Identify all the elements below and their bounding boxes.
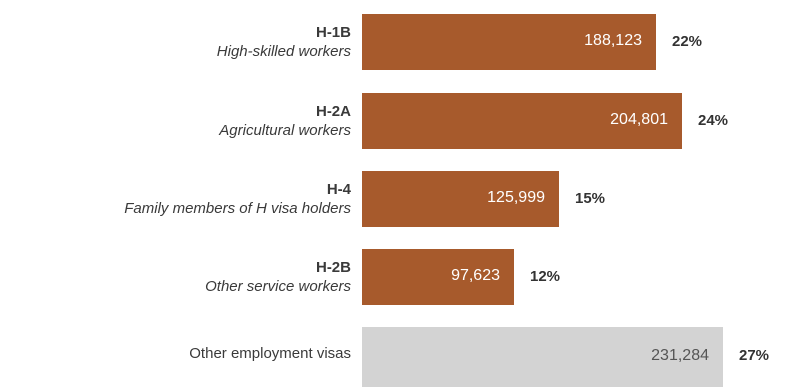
bar-row: H-2B Other service workers 97,623 12%	[0, 249, 787, 305]
bar: 125,999	[362, 171, 559, 227]
percent-label: 12%	[530, 268, 561, 285]
bar-value-label: 125,999	[487, 189, 545, 206]
category-label: Other employment visas	[0, 344, 351, 363]
category-code: H-2B	[315, 259, 351, 276]
bar-row: H-4 Family members of H visa holders 125,9…	[0, 171, 787, 227]
category-description: Family members of H visa holders	[124, 200, 351, 217]
percent-label: 15%	[575, 190, 606, 207]
bar-row: Other employment visas 231,284 27%	[0, 327, 787, 387]
bar-value-label: 204,801	[610, 111, 668, 128]
category-code: H-2A	[315, 103, 351, 120]
percent-label: 22%	[672, 33, 703, 50]
category-description: Other service workers	[205, 278, 351, 295]
bar: 204,801	[362, 93, 682, 149]
percent-label: 27%	[739, 347, 770, 364]
category-description: Other employment visas	[189, 345, 351, 362]
bar-value-label: 231,284	[651, 347, 709, 364]
category-label: H-2A Agricultural workers	[0, 103, 351, 140]
percent-label: 24%	[698, 112, 729, 129]
bar-chart: H-1B High-skilled workers 188,123 22% H-2A Ag…	[0, 14, 787, 387]
category-description: High-skilled workers	[216, 43, 351, 60]
bar: 188,123	[362, 14, 656, 70]
category-label: H-4 Family members of H visa holders	[0, 181, 351, 218]
bar-row: H-2A Agricultural workers 204,801 24%	[0, 93, 787, 149]
bar-value-label: 97,623	[451, 267, 500, 284]
category-code: H-1B	[315, 24, 351, 41]
category-label: H-1B High-skilled workers	[0, 24, 351, 61]
bar: 231,284	[362, 327, 723, 387]
bar-value-label: 188,123	[584, 32, 642, 49]
category-code: H-4	[326, 181, 351, 198]
bar: 97,623	[362, 249, 514, 305]
bar-row: H-1B High-skilled workers 188,123 22%	[0, 14, 787, 70]
category-label: H-2B Other service workers	[0, 259, 351, 296]
category-description: Agricultural workers	[219, 122, 351, 139]
